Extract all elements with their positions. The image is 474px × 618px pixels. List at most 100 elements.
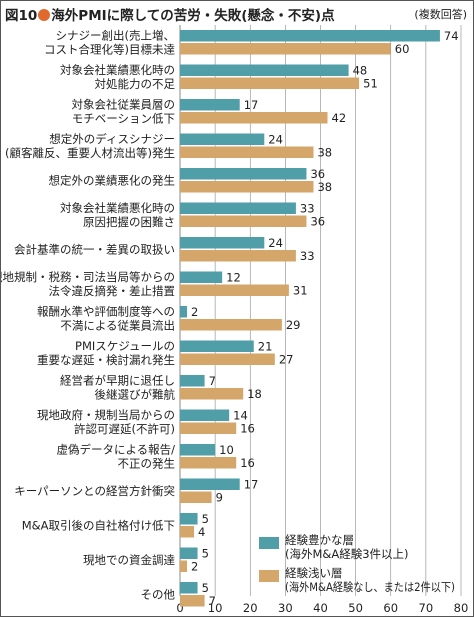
category-label: シナジー創出(売上増、 [56,29,176,43]
bar-experienced [180,306,188,318]
value-label-inexperienced: 38 [317,146,332,160]
legend-label-inexperienced: 経験浅い層 [285,566,343,580]
value-label-inexperienced: 18 [247,387,262,401]
value-label-inexperienced: 16 [240,422,255,436]
category-label: コスト合理化等)目標未達 [44,43,175,57]
category-label: 現地規制・税務・司法当局等からの [1,270,175,284]
bar-inexperienced [180,457,237,469]
category-label: 重要な遅延・検討漏れ発生 [37,353,175,367]
x-tick-label: 30 [278,601,293,615]
bar-inexperienced [180,595,205,607]
bar-experienced [180,271,223,283]
bar-experienced [180,375,205,387]
value-label-inexperienced: 9 [216,491,223,505]
value-label-experienced: 7 [209,374,216,388]
value-label-inexperienced: 38 [317,180,332,194]
category-label: キーパーソンとの経営方針衝突 [14,484,175,498]
category-label: 法令違反摘発・差止措置 [49,284,176,298]
chart-title-text: 海外PMIに際しての苦労・失敗(懸念・不安)点 [51,8,335,24]
value-label-experienced: 24 [268,133,283,147]
bar-experienced [180,444,216,456]
bar-inexperienced [180,215,307,227]
bar-inexperienced [180,250,296,262]
multiple-answer-note: (複数回答) [414,8,467,21]
category-label: 対象会社業績悪化時の [60,201,175,215]
bar-experienced [180,237,265,249]
value-label-experienced: 33 [300,202,315,216]
value-label-experienced: 5 [202,581,209,595]
value-label-inexperienced: 42 [332,111,347,125]
bar-experienced [180,513,198,525]
bar-experienced [180,478,240,490]
x-tick-label: 50 [348,601,363,615]
bar-inexperienced [180,112,328,124]
legend-label-experienced: 経験豊かな層 [285,533,354,547]
value-label-inexperienced: 36 [310,215,325,229]
value-label-experienced: 36 [310,167,325,181]
category-label: 想定外のディスシナジー [49,132,175,146]
x-tick-label: 0 [176,601,183,615]
bar-inexperienced [180,181,314,193]
category-label: 現地政府・規制当局からの [37,408,175,422]
value-label-inexperienced: 2 [191,560,198,574]
category-label: 報酬水準や評価制度等への [37,305,175,319]
value-label-experienced: 10 [219,443,234,457]
legend-swatch-experienced [259,537,279,549]
category-label: (顧客離反、重要人材流出等)発生 [5,146,175,160]
value-label-inexperienced: 16 [240,456,255,470]
bar-inexperienced [180,77,360,89]
category-label: 会計基準の統一・差異の取扱い [14,243,175,257]
category-label: 不正の発生 [118,457,176,471]
x-tick-label: 20 [243,601,258,615]
bar-inexperienced [180,526,195,538]
bar-inexperienced [180,43,391,55]
value-label-experienced: 5 [202,512,209,526]
category-label: 対象会社従業員層の [72,98,176,112]
category-label: 不満による従業員流出 [60,319,175,333]
category-label: 原因把握の困難さ [83,215,175,229]
bar-inexperienced [180,491,212,503]
value-label-experienced: 2 [191,305,198,319]
bar-experienced [180,133,265,145]
value-label-inexperienced: 33 [300,249,315,263]
value-label-experienced: 14 [233,409,248,423]
value-label-experienced: 12 [226,271,241,285]
bar-experienced [180,582,198,594]
value-label-inexperienced: 60 [395,42,410,56]
x-tick-label: 80 [454,601,469,615]
category-label: 想定外の業績悪化の発生 [49,174,176,188]
value-label-experienced: 17 [244,478,259,492]
bar-experienced [180,99,240,111]
bar-experienced [180,547,198,559]
x-tick-label: 70 [419,601,434,615]
bar-inexperienced [180,560,188,572]
bar-experienced [180,340,254,352]
value-label-experienced: 17 [244,98,259,112]
x-tick-label: 60 [383,601,398,615]
value-label-experienced: 48 [353,64,368,78]
value-label-inexperienced: 7 [209,594,216,608]
bar-experienced [180,30,440,42]
legend-label-inexperienced-detail: (海外M&A経験なし、または2件以下) [285,580,455,594]
figure-number: 図10 [5,8,38,24]
category-label: 対処能力の不足 [95,77,176,91]
chart-title: 図10 海外PMIに際しての苦労・失敗(懸念・不安)点 [5,4,335,24]
x-tick-label: 40 [313,601,328,615]
value-label-inexperienced: 51 [363,77,378,91]
bar-experienced [180,64,349,76]
value-label-inexperienced: 4 [198,525,205,539]
bar-inexperienced [180,422,237,434]
category-label: その他 [141,588,176,602]
category-label: 対象会社業績悪化時の [60,63,175,77]
value-label-inexperienced: 29 [286,318,301,332]
bar-inexperienced [180,319,282,331]
value-label-experienced: 24 [268,236,283,250]
value-label-inexperienced: 27 [279,353,294,367]
category-label: 虚偽データによる報告/ [56,443,175,457]
bar-inexperienced [180,146,314,158]
value-label-experienced: 21 [258,340,273,354]
bar-inexperienced [180,388,244,400]
x-tick-label: 10 [208,601,223,615]
value-label-inexperienced: 31 [293,284,308,298]
